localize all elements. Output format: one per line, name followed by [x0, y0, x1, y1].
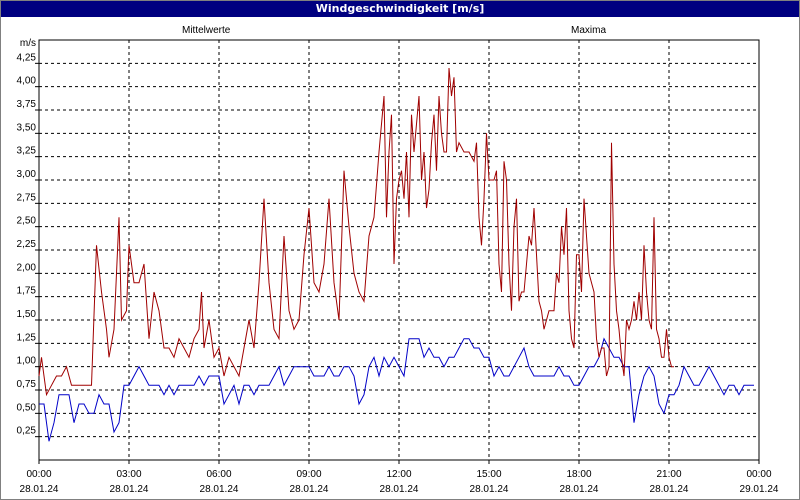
x-tick-time: 00:00 [26, 469, 51, 480]
y-tick-label: 3,25 [17, 146, 37, 157]
x-tick-date: 28.01.24 [200, 484, 239, 495]
y-tick-label: 3,75 [17, 99, 37, 110]
x-tick-time: 21:00 [656, 469, 681, 480]
series-line-maxima [38, 67, 674, 397]
y-tick-label: 2,25 [17, 239, 37, 250]
x-tick-date: 28.01.24 [470, 484, 509, 495]
title-bar: Windgeschwindigkeit [m/s] [1, 1, 799, 17]
legend-mean: Mittelwerte [182, 25, 231, 36]
y-tick-label: 0,50 [17, 402, 37, 413]
grid [39, 40, 759, 460]
chart-title: Windgeschwindigkeit [m/s] [315, 2, 485, 15]
y-tick-label: 1,00 [17, 356, 37, 367]
y-tick-label: 3,50 [17, 122, 37, 133]
x-tick-time: 06:00 [206, 469, 231, 480]
y-tick-label: 1,75 [17, 286, 37, 297]
plot-area-border [38, 39, 760, 461]
y-tick-label: 0,75 [17, 379, 37, 390]
x-tick-time: 15:00 [476, 469, 501, 480]
y-tick-label: 4,25 [17, 52, 37, 63]
y-tick-label: 1,50 [17, 309, 37, 320]
x-tick-time: 03:00 [116, 469, 141, 480]
y-axis-label: m/s [20, 38, 36, 49]
tick-labels: 0,25 0,50 0,75 1,00 1,25 1,50 1,75 2,00 2,25 2,50… [17, 38, 779, 495]
y-tick-label: 2,75 [17, 192, 37, 203]
x-tick-date: 28.01.24 [650, 484, 689, 495]
series-lines [38, 67, 754, 442]
x-tick-time: 09:00 [296, 469, 321, 480]
x-tick-time: 18:00 [566, 469, 591, 480]
y-tick-label: 3,00 [17, 169, 37, 180]
x-tick-time: 12:00 [386, 469, 411, 480]
y-tick-label: 2,50 [17, 216, 37, 227]
y-tick-label: 4,00 [17, 76, 37, 87]
y-tick-label: 2,00 [17, 262, 37, 273]
x-tick-date: 28.01.24 [380, 484, 419, 495]
y-tick-label: 0,25 [17, 426, 37, 437]
axes [35, 39, 760, 464]
y-tick-label: 1,25 [17, 332, 37, 343]
series-line-mittelwerte [39, 337, 754, 442]
x-tick-date: 28.01.24 [110, 484, 149, 495]
x-tick-time: 00:00 [746, 469, 771, 480]
x-tick-date: 29.01.24 [740, 484, 779, 495]
x-tick-date: 28.01.24 [560, 484, 599, 495]
legend-max: Maxima [571, 25, 607, 36]
x-tick-date: 28.01.24 [290, 484, 329, 495]
x-tick-date: 28.01.24 [20, 484, 59, 495]
